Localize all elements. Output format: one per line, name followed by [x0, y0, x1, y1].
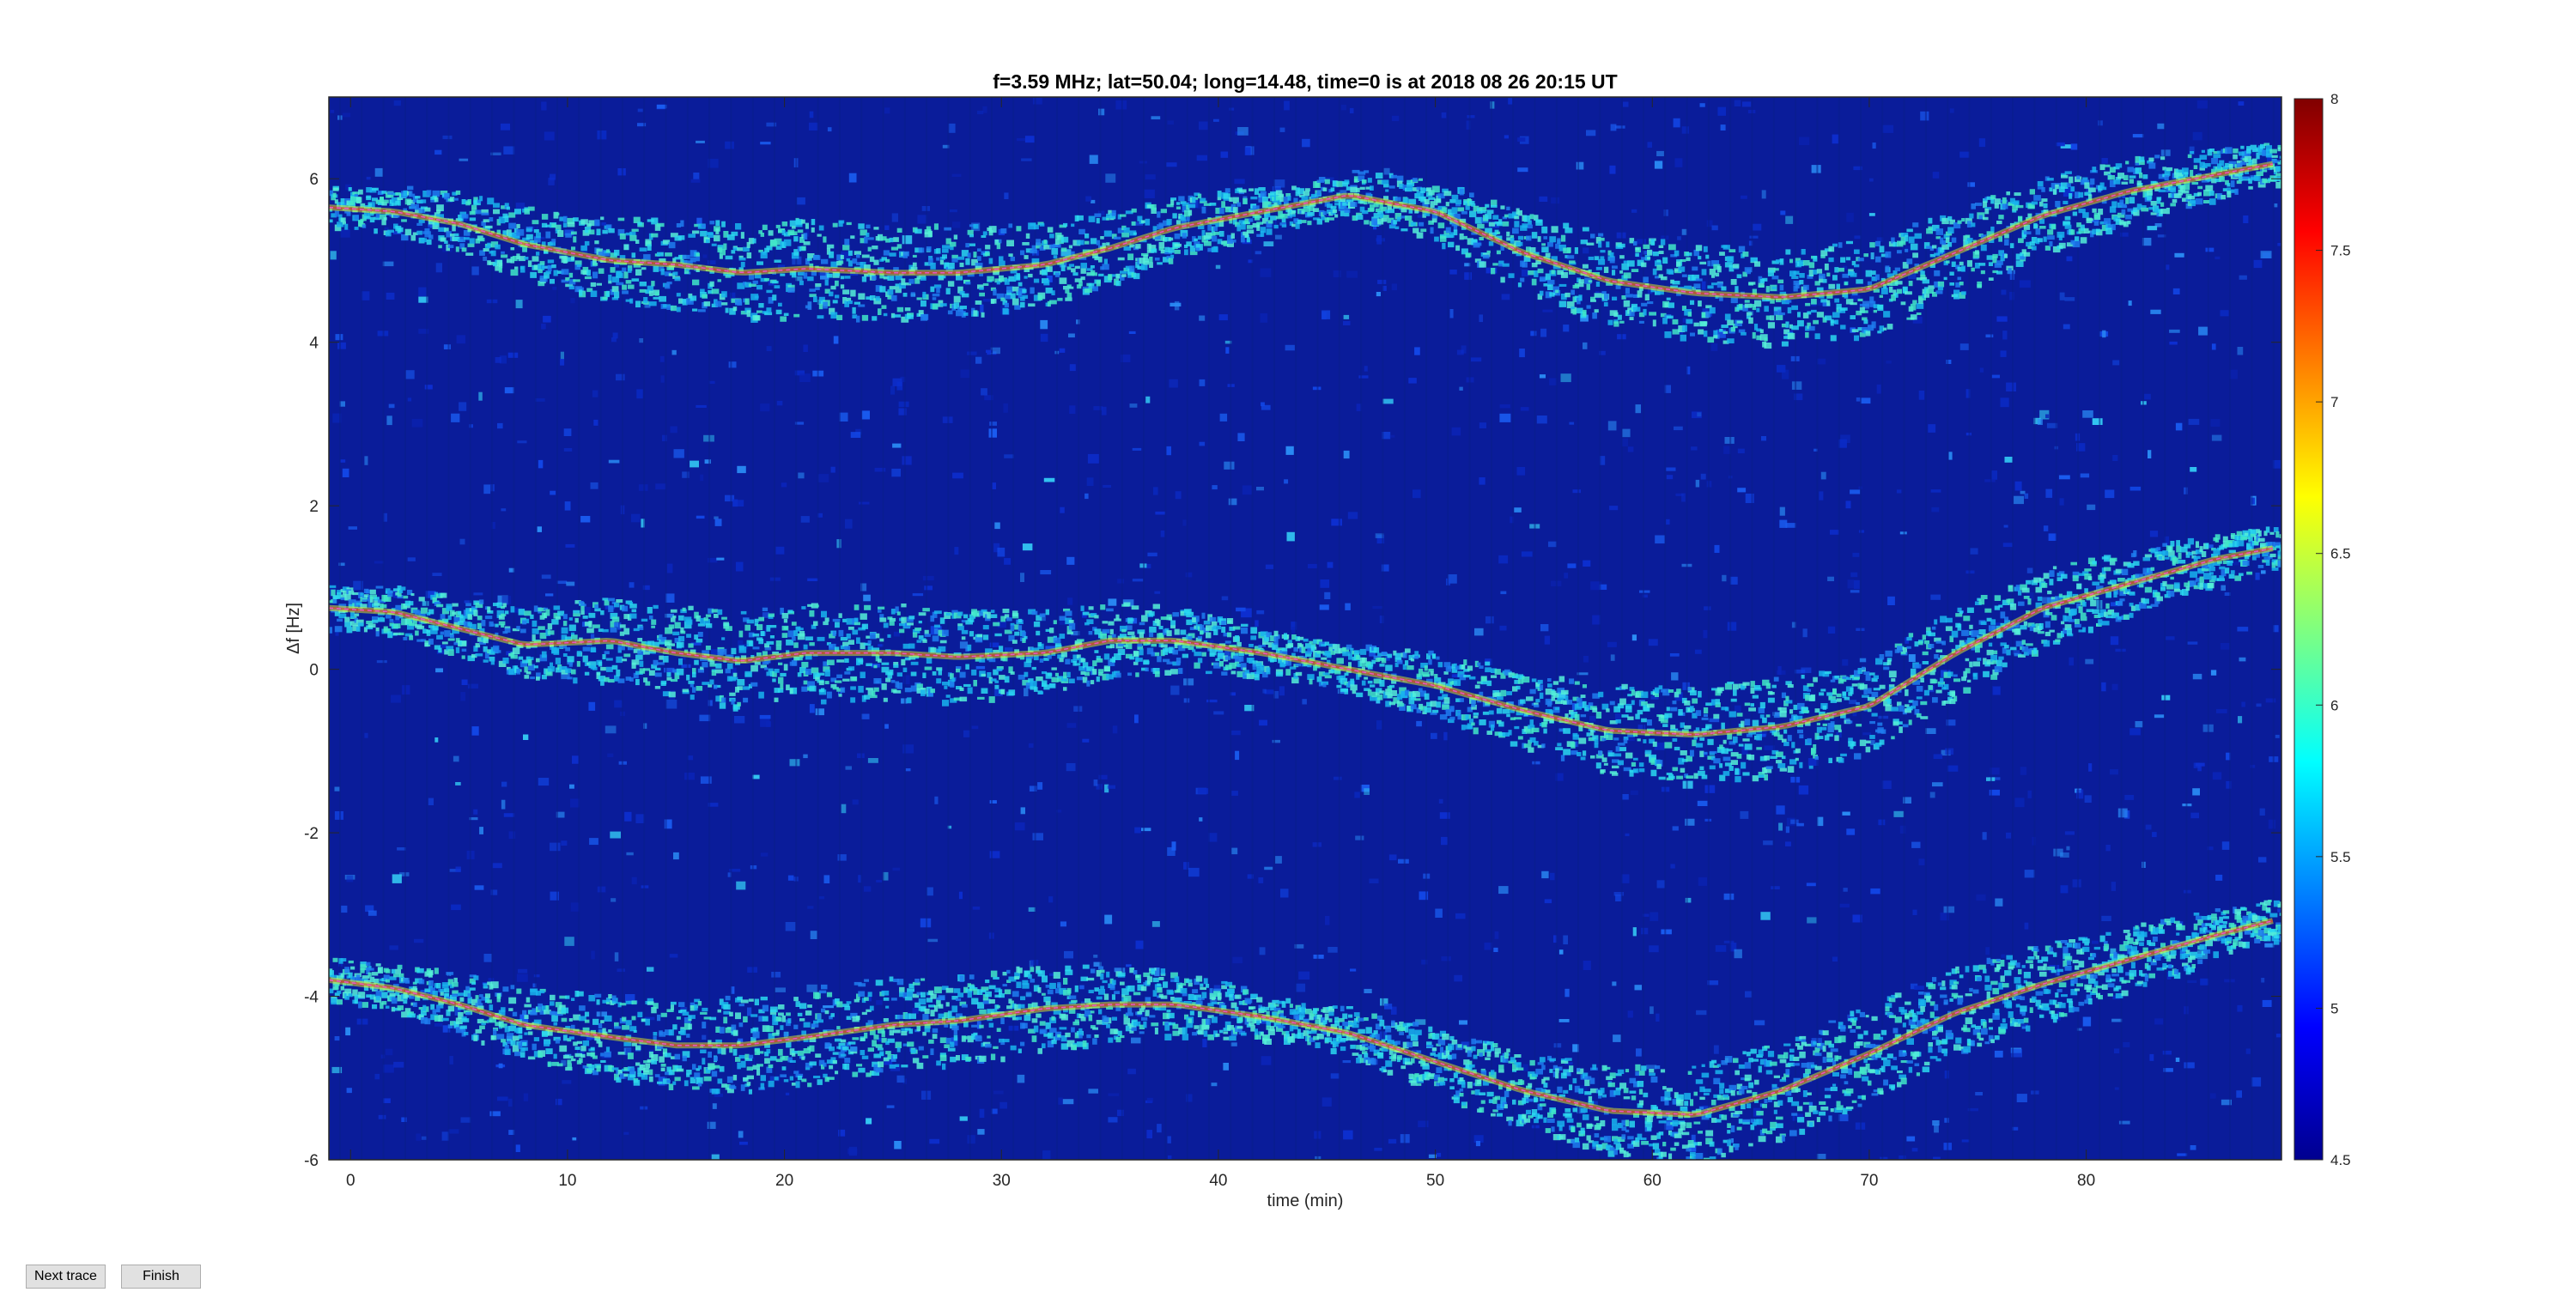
- x-axis-label: time (min): [1267, 1192, 1344, 1210]
- colorbar-tick-label: 4.5: [2330, 1152, 2351, 1168]
- x-tick-label: 0: [346, 1172, 355, 1190]
- colorbar-ticks: 4.5 5 5.5 6 6.5 7 7.5 8: [2316, 91, 2351, 1168]
- trace-line-2: [329, 919, 2274, 1116]
- chart-title: f=3.59 MHz; lat=50.04; long=14.48, time=…: [993, 70, 1617, 93]
- y-tick-label: -2: [304, 825, 319, 843]
- signal-bands: [329, 143, 2281, 1160]
- colorbar: 4.5 5 5.5 6 6.5 7 7.5 8: [2293, 91, 2351, 1168]
- colorbar-tick-label: 6.5: [2330, 546, 2351, 562]
- y-tick-label: 4: [309, 335, 319, 353]
- y-tick-label: 6: [309, 171, 319, 189]
- x-tick-label: 80: [2077, 1172, 2095, 1190]
- y-axis: -6 -4 -2 0 2 4 6: [304, 171, 2281, 1170]
- x-tick-label: 50: [1426, 1172, 1444, 1190]
- colorbar-tick-label: 5: [2330, 1000, 2338, 1016]
- x-tick-label: 10: [558, 1172, 576, 1190]
- colorbar-tick-label: 7.5: [2330, 243, 2351, 259]
- y-tick-label: -4: [304, 989, 319, 1007]
- y-tick-label: -6: [304, 1152, 319, 1170]
- trace-line-1: [329, 547, 2274, 736]
- trace-peak-0: [329, 162, 2274, 299]
- y-tick-label: 2: [309, 498, 319, 516]
- colorbar-tick-label: 7: [2330, 394, 2338, 410]
- y-tick-label: 0: [309, 662, 319, 680]
- y-axis-label: Δf [Hz]: [284, 603, 303, 654]
- plot-frame: [328, 96, 2282, 1161]
- x-tick-label: 20: [775, 1172, 793, 1190]
- colorbar-tick-label: 8: [2330, 91, 2338, 107]
- x-tick-label: 60: [1643, 1172, 1662, 1190]
- colorbar-gradient: [2293, 98, 2324, 1161]
- x-tick-label: 30: [993, 1172, 1011, 1190]
- x-tick-label: 70: [1860, 1172, 1878, 1190]
- colorbar-tick-label: 5.5: [2330, 849, 2351, 865]
- finish-button[interactable]: Finish: [121, 1265, 201, 1289]
- x-axis: 0 10 20 30 40 50 60 70 80: [346, 97, 2095, 1190]
- colorbar-tick-label: 6: [2330, 697, 2338, 713]
- plot-area: [328, 96, 2282, 1161]
- x-tick-label: 40: [1209, 1172, 1227, 1190]
- next-trace-button[interactable]: Next trace: [26, 1265, 106, 1289]
